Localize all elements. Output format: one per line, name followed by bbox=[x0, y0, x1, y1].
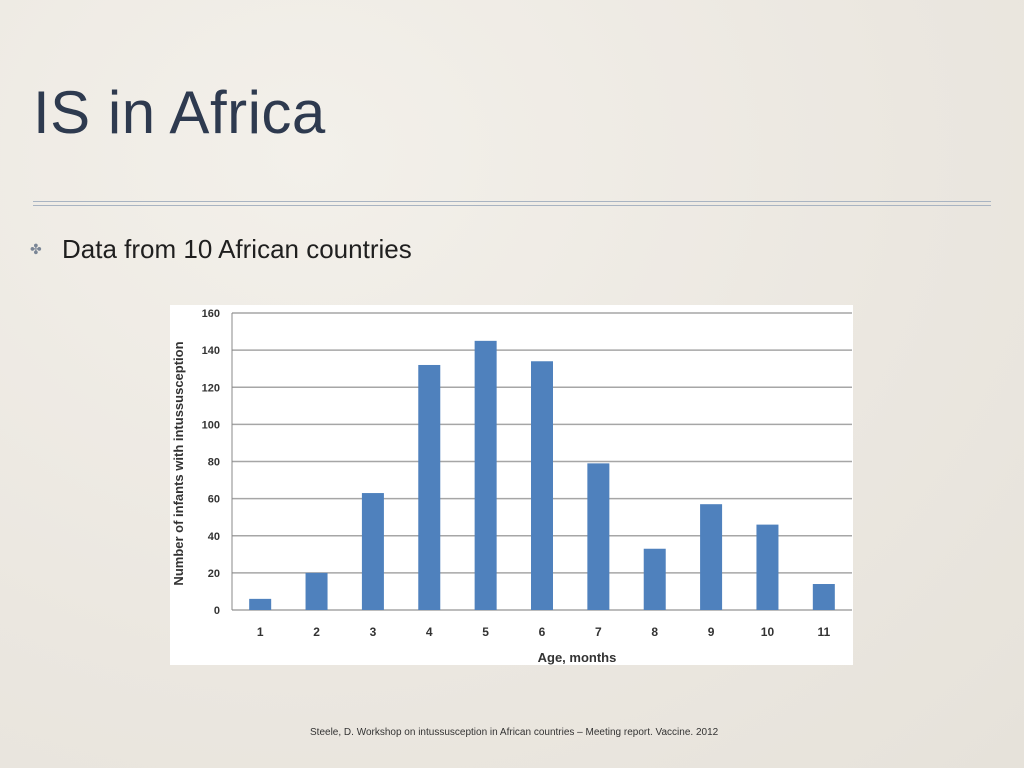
bar-chart: 0 20 40 60 80 100 120 140 160 1 2 3 4 5 6 7 8 9 10 11 Age, m… bbox=[171, 308, 852, 665]
y-tick-label: 140 bbox=[202, 345, 220, 357]
x-tick-label: 5 bbox=[482, 625, 489, 639]
chart-container: 0 20 40 60 80 100 120 140 160 1 2 3 4 5 6 7 8 9 10 11 Age, m… bbox=[170, 305, 853, 665]
x-tick-label: 4 bbox=[426, 625, 433, 639]
x-tick-label: 8 bbox=[651, 625, 658, 639]
x-tick-label: 7 bbox=[595, 625, 602, 639]
bar bbox=[587, 463, 610, 610]
x-tick-label: 6 bbox=[539, 625, 546, 639]
bar bbox=[361, 493, 384, 610]
bar bbox=[700, 504, 723, 610]
bar bbox=[474, 340, 497, 610]
y-tick-label: 0 bbox=[214, 605, 220, 617]
bullet-item: ✤ Data from 10 African countries bbox=[30, 234, 412, 265]
y-tick-label: 120 bbox=[202, 382, 220, 394]
bar bbox=[531, 361, 553, 610]
title-divider-2 bbox=[33, 205, 991, 206]
y-tick-label: 60 bbox=[208, 494, 220, 506]
x-tick-label: 1 bbox=[257, 625, 264, 639]
bullet-icon: ✤ bbox=[30, 241, 42, 257]
bar bbox=[643, 548, 666, 610]
bar bbox=[305, 572, 328, 610]
y-tick-label: 80 bbox=[208, 457, 220, 469]
y-tick-label: 20 bbox=[208, 568, 220, 580]
x-tick-label: 9 bbox=[708, 625, 715, 639]
bar bbox=[249, 598, 272, 610]
x-tick-label: 2 bbox=[313, 625, 320, 639]
x-axis-label: Age, months bbox=[538, 650, 617, 665]
citation: Steele, D. Workshop on intussusception i… bbox=[310, 727, 719, 738]
x-tick-label: 10 bbox=[761, 625, 775, 639]
slide-title: IS in Africa bbox=[33, 79, 326, 146]
y-axis-label: Number of infants with intussusception bbox=[171, 341, 186, 585]
y-tick-label: 40 bbox=[208, 531, 220, 543]
bar bbox=[756, 524, 779, 610]
y-tick-label: 160 bbox=[202, 308, 220, 320]
bar bbox=[418, 364, 441, 610]
bullet-text: Data from 10 African countries bbox=[62, 234, 412, 264]
x-tick-label: 11 bbox=[817, 625, 830, 639]
y-tick-label: 100 bbox=[202, 419, 220, 431]
x-tick-label: 3 bbox=[370, 625, 377, 639]
bar bbox=[812, 584, 835, 610]
title-divider bbox=[33, 201, 991, 202]
